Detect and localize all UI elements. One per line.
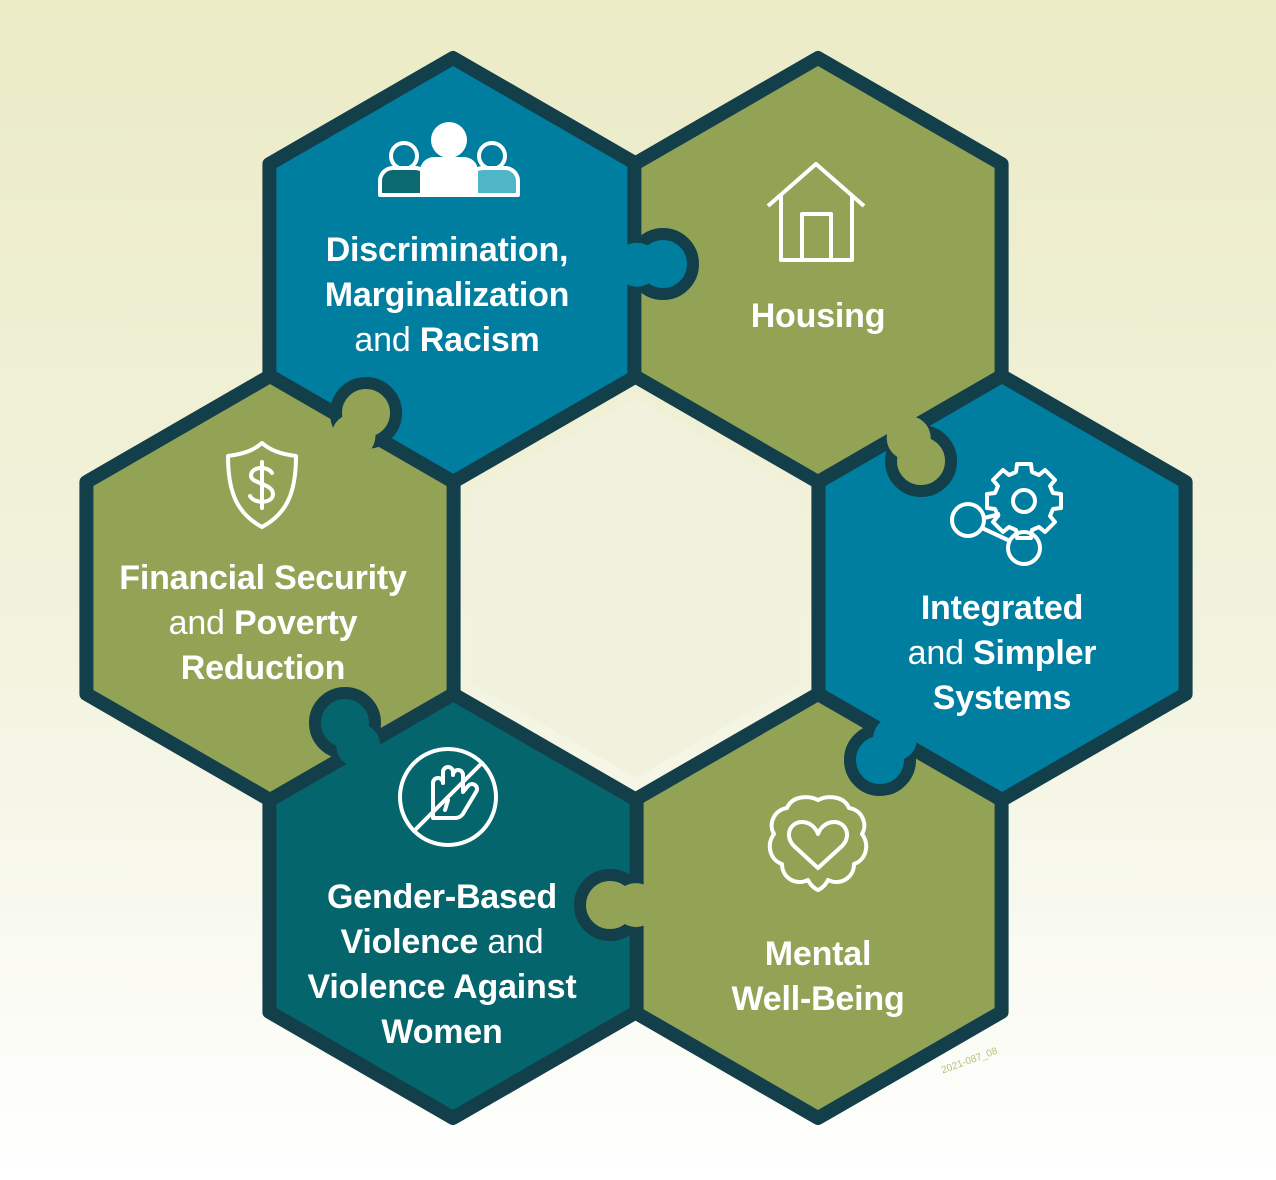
label-text: Financial Security [119,559,407,597]
stop-hand-icon [398,747,498,847]
puzzle-neck-financial [331,413,376,458]
hex-label-line: Violence and [308,920,577,965]
label-text: Systems [932,679,1072,717]
label-text: and [168,604,235,642]
label-text: Simpler [973,634,1097,672]
hex-label-line: Housing [751,294,886,339]
puzzle-neck-housing [886,416,931,461]
label-text: Integrated [920,589,1084,627]
hex-label-line: Discrimination, [325,228,569,273]
puzzle-neck-discrimination [615,242,659,287]
label-text: Gender-Based [326,878,558,916]
label-text: and [354,321,420,359]
label-text: and [907,634,974,672]
hex-label-financial: Financial Security and Poverty Reduction [119,556,407,691]
house-icon [766,162,866,262]
puzzle-neck-mental [614,883,658,928]
hex-label-line: and Racism [325,318,569,363]
shield-dollar-icon [226,441,298,529]
hex-label-line: Mental [731,932,904,977]
label-text: Marginalization [324,276,570,314]
hex-label-mental: Mental Well-Being [731,932,904,1022]
hex-label-integrated: Integrated and Simpler Systems [908,586,1097,721]
label-text: Housing [750,297,886,335]
hex-label-line: Systems [908,676,1097,721]
label-text: and [487,923,544,961]
label-text: Well-Being [731,980,905,1018]
brain-heart-icon [767,795,869,892]
people-group-icon [378,122,520,197]
label-text: Violence [340,923,488,961]
hex-label-line: and Poverty [119,601,406,646]
hex-label-line: Violence Against [308,965,577,1010]
label-text: Poverty [234,604,358,642]
label-text: Discrimination, [325,231,569,269]
label-text: Racism [419,321,540,359]
hex-label-gender: Gender-Based Violence and Violence Against… [308,875,577,1055]
label-text: Violence Against [307,968,577,1006]
hex-label-line: Marginalization [324,273,570,318]
puzzle-neck-gender [336,723,381,768]
hex-label-line: Gender-Based [308,875,577,920]
hex-label-discrimination: Discrimination, Marginalization and Racism [324,228,570,363]
gear-network-icon [950,462,1063,566]
hex-label-line: Financial Security [119,556,407,601]
label-text: Reduction [180,649,346,687]
hex-label-line: Integrated [908,586,1097,631]
hex-label-housing: Housing [751,294,886,339]
center-hexagon [471,398,801,778]
hex-label-line: Women [308,1010,577,1055]
label-text: Women [381,1013,503,1051]
label-text: Mental [764,935,872,973]
puzzle-neck-integrated [873,716,917,761]
hex-label-line: Reduction [119,646,406,691]
hex-label-line: Well-Being [731,977,904,1022]
hex-label-line: and Simpler [908,631,1097,676]
